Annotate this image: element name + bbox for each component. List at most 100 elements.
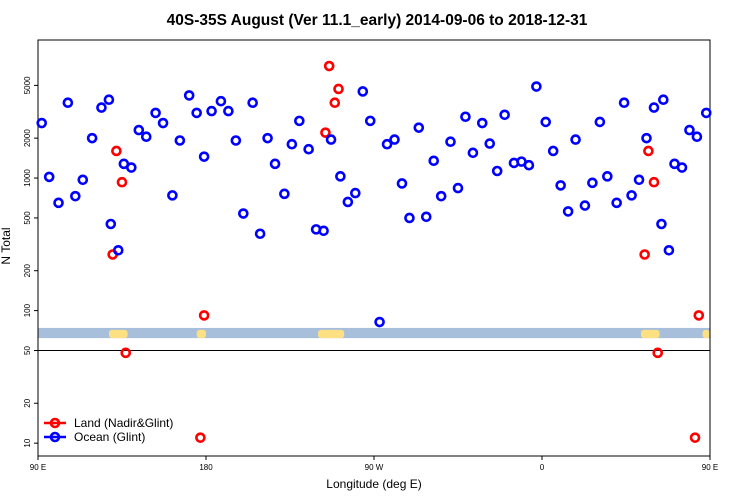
point-ocean <box>618 97 630 109</box>
point-ocean <box>428 155 440 167</box>
legend-marker-land <box>49 417 61 429</box>
point-ocean <box>626 190 637 201</box>
point-ocean <box>96 102 107 113</box>
point-ocean <box>691 131 703 143</box>
point-land <box>195 432 206 443</box>
point-ocean <box>77 174 89 186</box>
point-ocean <box>684 124 695 136</box>
point-land <box>648 176 660 188</box>
legend-label-ocean: Ocean (Glint) <box>74 430 145 444</box>
point-land <box>320 127 331 138</box>
point-ocean <box>230 135 242 146</box>
legend: Land (Nadir&Glint) Ocean (Glint) <box>44 416 173 444</box>
point-ocean <box>303 143 314 155</box>
y-tick-label: 5000 <box>23 76 32 94</box>
point-ocean <box>223 105 234 117</box>
x-tick-label: 90 E <box>30 463 46 472</box>
point-ocean <box>364 115 376 127</box>
point-ocean <box>206 105 217 117</box>
x-tick-label: 0 <box>540 463 545 472</box>
point-ocean <box>167 190 178 201</box>
point-ocean <box>262 132 273 144</box>
point-ocean <box>325 134 337 145</box>
point-land <box>198 310 210 321</box>
point-ocean <box>86 132 98 144</box>
point-ocean <box>112 245 124 256</box>
point-ocean <box>215 95 227 107</box>
chart-title: 40S-35S August (Ver 11.1_early) 2014-09-… <box>167 12 588 29</box>
point-ocean <box>656 218 667 230</box>
point-ocean <box>540 116 552 128</box>
point-ocean <box>663 245 675 256</box>
y-tick-label: 100 <box>23 303 32 317</box>
point-land <box>639 249 650 260</box>
point-ocean <box>238 208 249 219</box>
point-ocean <box>413 122 425 133</box>
point-ocean <box>648 102 660 113</box>
ocean-band <box>38 327 710 339</box>
land-strip <box>38 327 710 339</box>
point-ocean <box>286 138 298 150</box>
point-land <box>652 347 664 359</box>
y-tick-label: 2000 <box>23 129 32 147</box>
point-ocean <box>318 225 329 237</box>
land-mass <box>196 329 206 339</box>
y-tick-label: 1000 <box>23 169 32 187</box>
point-ocean <box>396 178 408 189</box>
point-ocean <box>133 124 145 136</box>
point-land <box>689 432 701 443</box>
y-tick-label: 200 <box>23 263 32 277</box>
point-ocean <box>174 135 186 146</box>
point-ocean <box>191 107 202 119</box>
x-tick-label: 180 <box>199 463 213 472</box>
point-ocean <box>555 180 566 191</box>
point-ocean <box>140 131 152 143</box>
x-tick-label: 90 E <box>702 463 718 472</box>
plot-frame <box>37 39 711 457</box>
point-ocean <box>126 162 137 173</box>
point-ocean <box>700 107 712 119</box>
point-ocean <box>105 218 117 230</box>
point-ocean <box>150 107 161 119</box>
y-tick-label: 20 <box>23 398 32 407</box>
point-ocean <box>157 117 169 129</box>
x-axis: 90 E 180 90 W 0 90 E <box>30 456 718 472</box>
point-ocean <box>53 197 64 209</box>
point-ocean <box>294 115 305 127</box>
point-ocean <box>499 109 510 121</box>
point-ocean <box>467 147 479 159</box>
y-axis-label: N Total <box>0 227 13 264</box>
point-ocean <box>374 316 385 328</box>
point-ocean <box>658 94 669 105</box>
point-ocean <box>357 86 369 97</box>
point-ocean <box>484 138 496 149</box>
point-ocean <box>198 151 210 162</box>
y-tick-label: 50 <box>23 346 32 355</box>
land-mass <box>318 329 345 339</box>
point-ocean <box>36 117 48 129</box>
point-ocean <box>523 159 535 171</box>
x-axis-label: Longitude (deg E) <box>326 477 421 491</box>
point-ocean <box>342 196 354 208</box>
point-ocean <box>435 190 447 202</box>
y-tick-label: 10 <box>23 438 32 447</box>
land-mass <box>640 329 660 339</box>
point-ocean <box>602 171 613 182</box>
point-ocean <box>43 171 55 183</box>
point-ocean <box>676 162 688 173</box>
land-mass <box>108 329 128 339</box>
point-ocean <box>460 111 471 123</box>
point-land <box>643 145 654 157</box>
point-ocean <box>335 171 346 182</box>
point-ocean <box>350 187 361 199</box>
y-tick-label: 500 <box>23 211 32 225</box>
point-ocean <box>452 182 464 194</box>
point-ocean <box>594 116 606 128</box>
point-ocean <box>70 190 81 202</box>
point-ocean <box>269 158 281 170</box>
point-ocean <box>254 228 266 240</box>
data-points <box>36 60 712 443</box>
point-ocean <box>247 97 258 109</box>
point-land <box>333 83 344 95</box>
point-ocean <box>62 97 74 109</box>
